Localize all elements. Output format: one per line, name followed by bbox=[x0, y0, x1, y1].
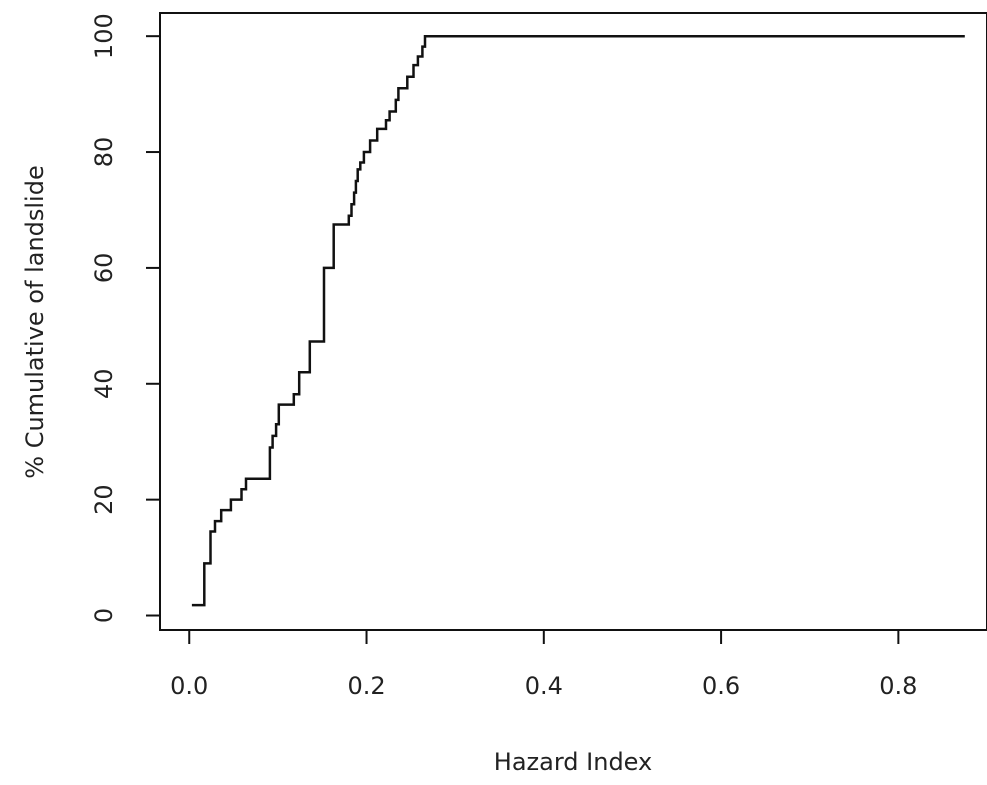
y-tick-label: 100 bbox=[90, 13, 118, 59]
x-tick-label: 0.4 bbox=[525, 672, 563, 700]
y-axis: 0 20 40 60 80 100 bbox=[90, 13, 161, 623]
y-axis-title: % Cumulative of landslide bbox=[21, 165, 49, 478]
y-tick-label: 20 bbox=[90, 484, 118, 515]
x-tick-label: 0.2 bbox=[347, 672, 385, 700]
plot-frame bbox=[159, 12, 987, 631]
x-axis: 0.0 0.2 0.4 0.6 0.8 bbox=[170, 629, 917, 700]
x-tick-label: 0.0 bbox=[170, 672, 208, 700]
x-tick-label: 0.8 bbox=[879, 672, 917, 700]
y-tick-label: 0 bbox=[90, 608, 118, 623]
y-tick-label: 60 bbox=[90, 253, 118, 284]
y-tick-label: 40 bbox=[90, 369, 118, 400]
x-axis-title: Hazard Index bbox=[494, 748, 652, 776]
y-tick-label: 80 bbox=[90, 137, 118, 168]
cumulative-step-line bbox=[191, 34, 965, 607]
x-tick-label: 0.6 bbox=[702, 672, 740, 700]
